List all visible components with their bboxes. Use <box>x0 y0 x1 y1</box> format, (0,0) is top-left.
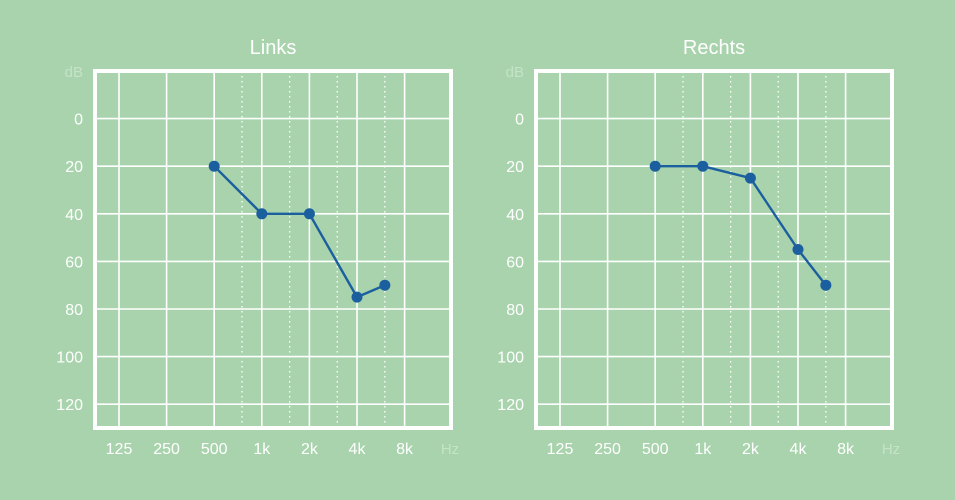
y-tick-label: 100 <box>56 350 83 367</box>
audiogram-right: Rechts 0 20 40 60 80 100 120 dB 125 250 500 1k 2k 4k 8k… <box>497 37 900 458</box>
x-tick-label: 2k <box>301 441 319 458</box>
y-tick-label: 60 <box>506 254 524 271</box>
x-tick-label: 4k <box>790 441 808 458</box>
y-tick-label: 40 <box>506 207 524 224</box>
y-tick-label: 120 <box>497 397 524 414</box>
y-axis-label: dB <box>506 64 524 81</box>
audiogram-left: Links 0 20 40 60 80 100 120 dB 125 250 500 1k 2k 4k 8k H… <box>56 37 459 458</box>
data-point <box>379 279 391 291</box>
chart-title: Rechts <box>683 37 745 59</box>
data-point <box>744 172 756 184</box>
x-tick-label: 250 <box>594 441 621 458</box>
y-tick-label: 40 <box>65 207 83 224</box>
plot-frame <box>93 69 453 430</box>
data-point <box>697 160 709 172</box>
x-axis-label: Hz <box>882 441 900 458</box>
y-tick-label: 80 <box>506 302 524 319</box>
y-tick-label: 120 <box>56 397 83 414</box>
y-tick-label: 20 <box>506 159 524 176</box>
data-point <box>256 208 268 220</box>
series-line <box>213 165 386 299</box>
y-tick-label: 100 <box>497 350 524 367</box>
y-tick-label: 80 <box>65 302 83 319</box>
y-axis-label: dB <box>65 64 83 81</box>
x-tick-label: 125 <box>106 441 133 458</box>
data-point <box>820 279 832 291</box>
x-axis-label: Hz <box>441 441 459 458</box>
series-line <box>655 164 827 286</box>
x-tick-label: 1k <box>253 441 271 458</box>
data-point <box>351 291 363 303</box>
x-tick-label: 8k <box>396 441 414 458</box>
y-tick-label: 0 <box>74 112 83 129</box>
data-point <box>208 160 220 172</box>
y-tick-label: 20 <box>65 159 83 176</box>
chart-title: Links <box>250 37 297 59</box>
x-tick-label: 250 <box>153 441 180 458</box>
x-tick-label: 500 <box>642 441 669 458</box>
y-tick-label: 0 <box>515 112 524 129</box>
x-tick-label: 500 <box>201 441 228 458</box>
x-tick-label: 1k <box>694 441 712 458</box>
x-tick-label: 4k <box>349 441 367 458</box>
y-tick-label: 60 <box>65 254 83 271</box>
x-tick-label: 8k <box>837 441 855 458</box>
data-point <box>792 244 804 255</box>
x-tick-label: 2k <box>742 441 760 458</box>
x-tick-label: 125 <box>547 441 574 458</box>
plot-frame <box>534 69 894 430</box>
data-point <box>649 160 661 172</box>
data-point <box>303 208 315 220</box>
